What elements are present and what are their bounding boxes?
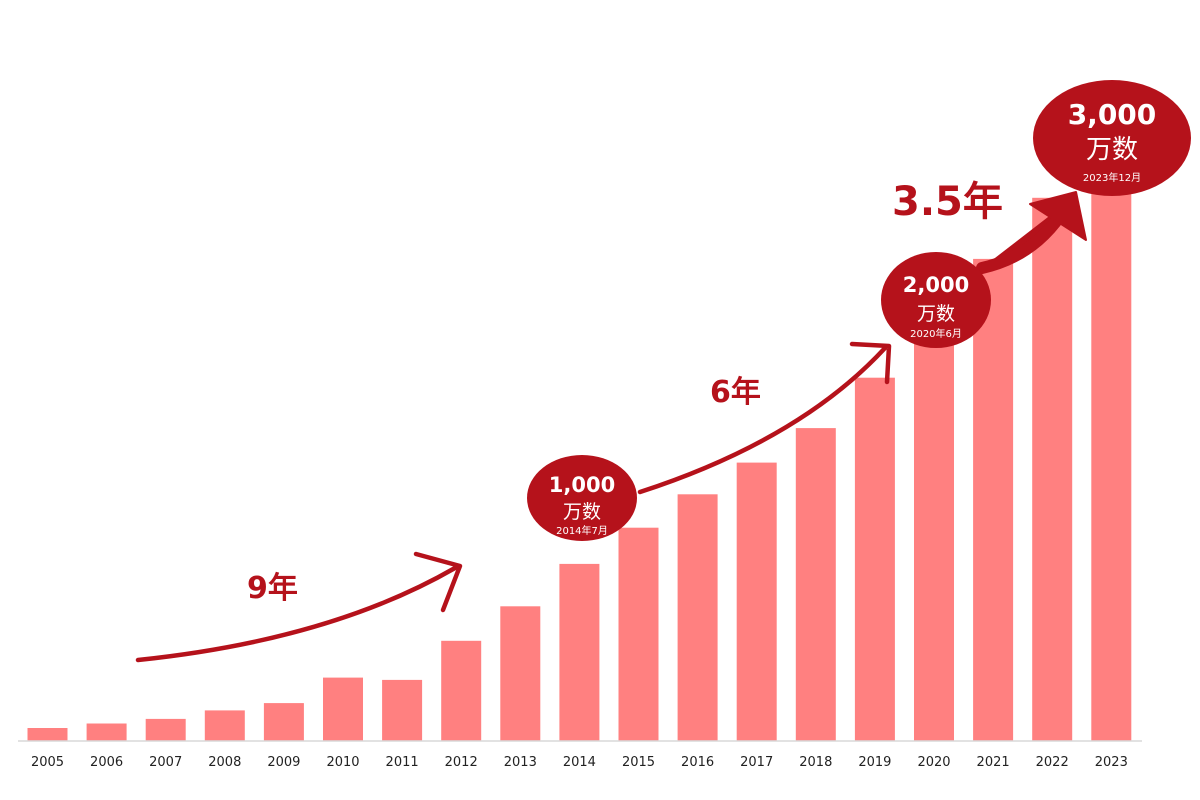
bar-2022 (1032, 197, 1073, 742)
milestone-1-date: 2014年7月 (556, 524, 608, 537)
x-tick-label-2020: 2020 (917, 755, 950, 770)
bar-2012 (441, 640, 482, 741)
bar-2006 (86, 723, 127, 741)
bar-2017 (736, 462, 777, 741)
milestone-3-date: 2023年12月 (1083, 171, 1141, 184)
x-tick-label-2012: 2012 (445, 755, 478, 770)
bar-2020 (914, 322, 954, 741)
x-tick-label-2013: 2013 (504, 755, 537, 770)
bar-2008 (204, 710, 245, 741)
milestone-2-value: 2,000 (903, 273, 969, 297)
bar-2011 (382, 679, 423, 741)
x-tick-label-2008: 2008 (208, 755, 241, 770)
x-tick-label-2009: 2009 (267, 755, 300, 770)
bar-2005 (27, 728, 68, 741)
milestone-badge-1-bg (527, 455, 637, 541)
milestone-badge-2-bg (881, 252, 991, 348)
x-tick-label-2006: 2006 (90, 755, 123, 770)
interval-arrow-1-head (413, 551, 463, 613)
bar-2016 (677, 494, 718, 741)
bar-2009 (263, 703, 304, 741)
milestone-1-value: 1,000 (549, 473, 615, 497)
milestone-3-unit: 万数 (1086, 135, 1138, 165)
x-tick-label-2023: 2023 (1095, 755, 1128, 770)
interval-arrows (135, 191, 1087, 663)
interval-arrow-2-head (849, 341, 892, 385)
x-tick-label-2015: 2015 (622, 755, 655, 770)
bar-2023 (1091, 154, 1132, 742)
milestone-badge-3-bg (1033, 80, 1191, 196)
interval-label-2: 6年 (710, 375, 761, 410)
bar-2010 (323, 677, 363, 741)
milestone-3-value: 3,000 (1068, 98, 1157, 131)
x-tick-label-2005: 2005 (31, 755, 64, 770)
interval-arrow-2 (637, 345, 888, 495)
x-tick-label-2022: 2022 (1036, 755, 1069, 770)
milestone-1-unit: 万数 (563, 501, 601, 523)
x-tick-label-2010: 2010 (326, 755, 359, 770)
milestone-badge-1: 1,000 万数 2014年7月 (527, 455, 637, 541)
x-tick-label-2011: 2011 (386, 755, 419, 770)
interval-arrow-1 (135, 565, 458, 663)
interval-label-3: 3.5年 (892, 179, 1003, 225)
bar-2019 (854, 377, 895, 741)
bar-2013 (500, 606, 541, 741)
x-tick-label-2018: 2018 (799, 755, 832, 770)
x-tick-label-2016: 2016 (681, 755, 714, 770)
x-tick-label-2021: 2021 (977, 755, 1010, 770)
bar-2018 (795, 428, 836, 741)
milestone-2-unit: 万数 (917, 303, 955, 325)
bar-2014 (559, 563, 600, 741)
x-tick-label-2007: 2007 (149, 755, 182, 770)
milestone-badge-3: 3,000 万数 2023年12月 (1033, 80, 1191, 196)
interval-arrow-3-head (1029, 191, 1087, 241)
x-tick-labels: 2005 2006 2007 2008 2009 2010 2011 2012 2013 2014… (31, 755, 1128, 770)
x-tick-label-2019: 2019 (858, 755, 891, 770)
milestone-badge-2: 2,000 万数 2020年6月 (881, 252, 991, 348)
x-tick-label-2017: 2017 (740, 755, 773, 770)
milestone-2-date: 2020年6月 (910, 327, 962, 340)
bar-2015 (618, 527, 659, 741)
bar-2007 (145, 718, 186, 741)
bar-2021 (973, 258, 1014, 741)
interval-label-1: 9年 (247, 571, 298, 606)
bars-group (27, 154, 1132, 742)
x-tick-label-2014: 2014 (563, 755, 596, 770)
